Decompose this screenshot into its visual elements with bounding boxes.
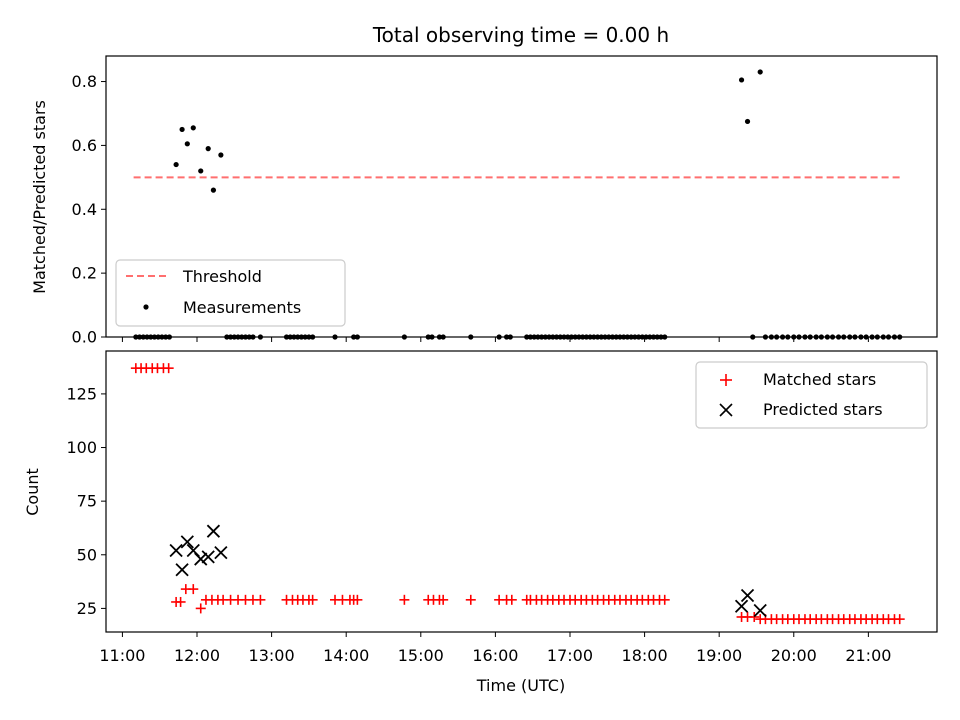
predicted-stars-series <box>169 524 767 618</box>
matched-star-point <box>352 594 363 605</box>
legend-matched-label: Matched stars <box>763 370 876 389</box>
measurement-point <box>757 69 763 75</box>
matched-star-point <box>175 596 186 607</box>
measurement-point <box>218 152 224 158</box>
y-tick-label: 0.4 <box>72 200 97 219</box>
x-tick-label: 17:00 <box>547 646 593 665</box>
y-tick-label: 0.0 <box>72 328 97 347</box>
legend-predicted-swatch <box>719 403 733 417</box>
measurement-point <box>198 168 204 174</box>
predicted-star-point <box>753 603 767 618</box>
legend-measurements-swatch <box>143 304 149 310</box>
legend-measurements-label: Measurements <box>183 298 301 317</box>
x-tick-label: 14:00 <box>323 646 369 665</box>
predicted-star-point <box>180 535 194 549</box>
measurement-point <box>190 125 196 131</box>
y-tick-label: 125 <box>66 384 97 403</box>
measurement-point <box>205 146 211 152</box>
measurement-point <box>184 141 190 147</box>
x-tick-label: 18:00 <box>622 646 668 665</box>
predicted-star-point <box>206 524 221 538</box>
y-tick-label: 0.2 <box>72 264 97 283</box>
x-tick-label: 20:00 <box>771 646 817 665</box>
matched-star-point <box>255 594 266 605</box>
count-axes-frame <box>105 350 938 633</box>
matched-star-point <box>749 611 760 622</box>
matched-star-point <box>438 594 449 605</box>
ratio-panel: 0.00.20.40.60.8 Matched/Predicted stars … <box>30 55 938 347</box>
ratio-x-ticks <box>121 337 869 342</box>
x-tick-label: 19:00 <box>696 646 742 665</box>
y-tick-label: 75 <box>77 492 97 511</box>
count-legend-box <box>695 361 928 429</box>
y-tick-label: 50 <box>77 545 97 564</box>
predicted-star-point <box>201 550 215 564</box>
predicted-star-point <box>740 588 755 603</box>
measurement-point <box>210 187 217 193</box>
y-tick-label: 0.6 <box>72 136 97 155</box>
x-tick-label: 16:00 <box>472 646 518 665</box>
ratio-legend-box <box>115 259 346 327</box>
chart-title: Total observing time = 0.00 h <box>372 23 669 47</box>
matched-star-point <box>195 603 206 614</box>
matched-star-point <box>188 584 199 595</box>
ratio-legend: Threshold Measurements <box>115 259 346 327</box>
count-y-axis-label: Count <box>23 468 42 516</box>
matched-star-point <box>659 594 670 605</box>
y-tick-label: 0.8 <box>72 72 97 91</box>
matched-star-point <box>465 594 476 605</box>
matched-star-point <box>894 614 905 625</box>
ratio-y-ticks: 0.0 0.2 0.4 0.6 0.8 <box>72 72 106 347</box>
x-tick-label: 12:00 <box>174 646 220 665</box>
x-tick-label: 21:00 <box>845 646 891 665</box>
count-panel: 25 50 75 100 125 11:00 12:00 13:00 14:00 15:00 16… <box>23 350 938 665</box>
matched-star-point <box>506 594 517 605</box>
predicted-star-point <box>214 545 228 560</box>
ratio-axes-frame <box>105 55 938 338</box>
matched-star-point <box>163 363 174 374</box>
predicted-star-point <box>175 563 189 577</box>
y-tick-label: 25 <box>77 599 97 618</box>
predicted-star-point <box>194 552 208 566</box>
matched-stars-series <box>130 363 905 625</box>
legend-predicted-label: Predicted stars <box>763 400 883 419</box>
predicted-star-point <box>734 599 749 613</box>
count-legend: Matched stars Predicted stars <box>695 361 928 429</box>
measurement-point <box>173 161 179 168</box>
matched-star-point <box>307 594 318 605</box>
x-axis-label: Time (UTC) <box>476 676 565 695</box>
x-tick-label: 13:00 <box>249 646 295 665</box>
measurement-point <box>744 118 751 125</box>
legend-threshold-label: Threshold <box>182 267 262 286</box>
matched-star-point <box>399 594 410 605</box>
count-y-ticks: 25 50 75 100 125 <box>66 384 106 618</box>
x-tick-label: 15:00 <box>398 646 444 665</box>
x-tick-label: 11:00 <box>99 646 145 665</box>
predicted-star-point <box>169 543 183 558</box>
ratio-y-axis-label: Matched/Predicted stars <box>30 100 49 294</box>
measurement-point <box>179 126 185 133</box>
y-tick-label: 100 <box>66 438 97 457</box>
count-x-ticks: 11:00 12:00 13:00 14:00 15:00 16:00 17:00 18:00… <box>99 632 891 665</box>
measurement-point <box>738 77 745 83</box>
legend-matched-swatch <box>720 374 732 386</box>
